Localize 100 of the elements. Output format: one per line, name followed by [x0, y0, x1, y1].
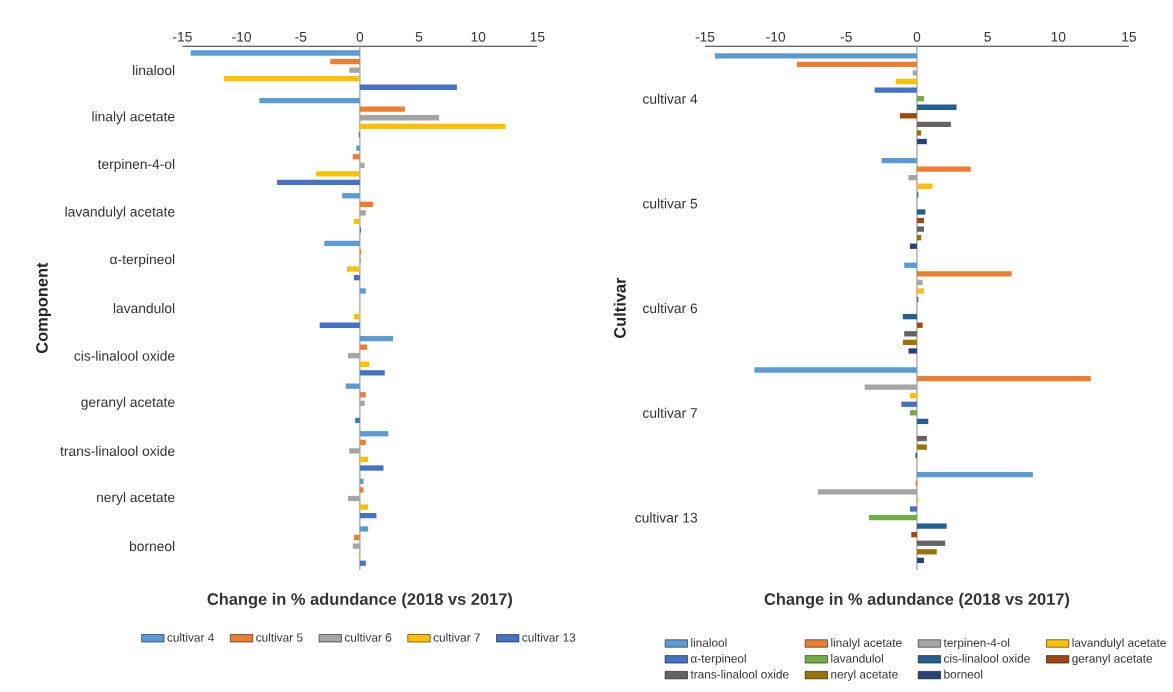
- y-tick-label: linalyl acetate: [92, 111, 175, 125]
- bar: [916, 375, 1091, 382]
- legend-label: α-terpineol: [690, 653, 746, 665]
- bar: [916, 209, 926, 215]
- x-tick-label: 10: [471, 31, 486, 42]
- bar: [916, 226, 925, 232]
- bar: [359, 288, 366, 294]
- bar: [881, 157, 917, 164]
- bar: [868, 514, 917, 521]
- x-tick-label: 0: [913, 31, 921, 42]
- bar: [277, 179, 360, 186]
- bar: [908, 348, 917, 354]
- legend-label: lavandulol: [831, 653, 883, 663]
- bar: [359, 465, 384, 471]
- bar: [353, 534, 360, 541]
- bar: [346, 266, 360, 272]
- bar: [754, 367, 917, 373]
- bar: [904, 331, 917, 337]
- legend-label: geranyl acetate: [1072, 653, 1153, 665]
- bar: [359, 370, 385, 376]
- bar: [916, 471, 1033, 478]
- x-tick-label: -5: [840, 32, 852, 42]
- bar: [909, 243, 917, 249]
- bar: [916, 271, 1012, 277]
- bar: [259, 97, 360, 104]
- legend-label: linalool: [691, 638, 727, 647]
- bar: [916, 549, 937, 555]
- bar: [916, 104, 957, 110]
- y-tick-label: borneol: [129, 540, 175, 552]
- x-tick-label: -15: [173, 32, 192, 42]
- x-tick-label: 0: [356, 31, 364, 42]
- bar: [916, 288, 925, 294]
- bar: [895, 78, 917, 85]
- x-axis-title: Change in % adundance (2018 vs 2017): [764, 592, 1070, 609]
- y-tick-label: cultivar 6: [643, 302, 698, 314]
- bar: [359, 431, 389, 437]
- legend-label: terpinen-4-ol: [943, 638, 1010, 650]
- bar: [352, 154, 360, 160]
- y-axis-title: Component: [36, 262, 51, 354]
- bar: [359, 201, 373, 207]
- bar: [356, 145, 360, 151]
- bar: [359, 361, 370, 367]
- legend-label: cultivar 4: [167, 632, 214, 642]
- bar: [902, 339, 917, 345]
- bar: [909, 392, 917, 399]
- y-tick-label: cultivar 13: [635, 512, 698, 523]
- bar: [916, 435, 927, 442]
- bar: [916, 130, 922, 136]
- bar: [916, 217, 925, 224]
- y-tick-label: lavandulyl acetate: [65, 206, 175, 220]
- x-tick-label: -10: [232, 31, 251, 42]
- bar: [916, 322, 923, 328]
- bar: [359, 84, 457, 90]
- y-tick-label: cis-linalool oxide: [74, 350, 175, 361]
- bar: [359, 439, 366, 445]
- y-tick-label: α-terpineol: [110, 254, 175, 267]
- bar: [359, 504, 369, 510]
- bar: [330, 58, 360, 65]
- x-axis-title: Change in % adundance (2018 vs 2017): [207, 592, 512, 609]
- bar: [359, 344, 367, 350]
- bar: [223, 75, 360, 82]
- x-tick-label: -5: [295, 32, 307, 42]
- y-tick-label: neryl acetate: [97, 492, 175, 505]
- y-axis-title: Cultivar: [613, 277, 626, 338]
- legend-label: linalyl acetate: [831, 638, 902, 650]
- bar: [916, 138, 927, 145]
- legend-label: cultivar 6: [344, 632, 392, 642]
- bar: [359, 512, 377, 519]
- legend-label: lavandulyl acetate: [1072, 638, 1166, 650]
- legend-label: cultivar 7: [433, 632, 480, 642]
- bar: [909, 410, 917, 416]
- bar: [901, 401, 917, 407]
- y-tick-label: cultivar 4: [643, 93, 698, 104]
- bar: [359, 560, 366, 566]
- bar: [353, 313, 360, 320]
- bar: [911, 531, 917, 538]
- bar: [190, 50, 360, 56]
- bar: [916, 234, 922, 241]
- bar: [909, 506, 917, 512]
- bar: [316, 171, 360, 177]
- x-tick-label: 15: [530, 32, 545, 42]
- bar: [916, 166, 971, 172]
- bar: [902, 313, 917, 320]
- x-tick-label: -15: [695, 32, 715, 42]
- bar: [324, 240, 360, 246]
- bar: [342, 193, 360, 199]
- x-tick-label: 5: [984, 32, 991, 42]
- bar: [916, 540, 946, 546]
- y-tick-label: geranyl acetate: [81, 396, 175, 410]
- bar: [353, 218, 360, 225]
- bar: [353, 274, 360, 281]
- bar: [874, 87, 917, 93]
- bar: [916, 557, 925, 563]
- bar: [355, 417, 360, 424]
- bar: [345, 383, 360, 389]
- bar: [796, 61, 917, 68]
- y-tick-label: cultivar 5: [643, 198, 698, 209]
- bar: [916, 523, 947, 529]
- bar: [916, 121, 951, 127]
- y-tick-label: cultivar 7: [643, 407, 697, 418]
